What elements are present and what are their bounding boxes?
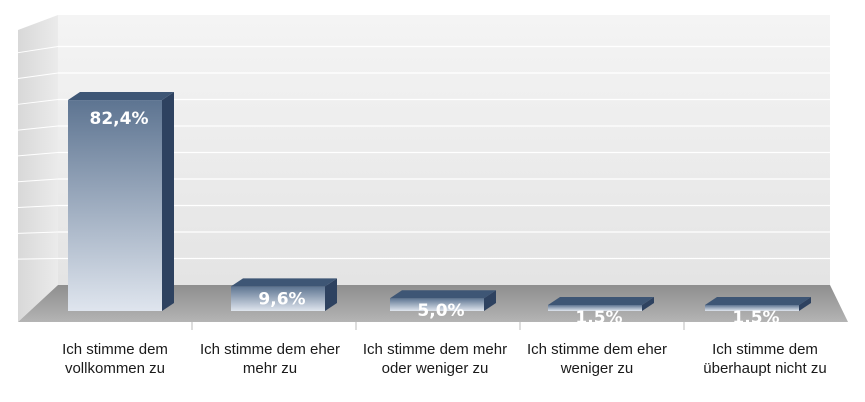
chart-side-wall	[18, 15, 58, 322]
bars	[68, 92, 811, 311]
data-label-5: 1,5%	[732, 308, 779, 328]
category-label-1: Ich stimme dem vollkommen zu	[62, 341, 168, 377]
axis-lines	[191, 322, 685, 330]
side-gridline	[17, 178, 59, 183]
category-label-2: Ich stimme dem eher mehr zu	[199, 341, 341, 377]
bar-side-2	[325, 278, 337, 311]
bar-side-5	[799, 297, 811, 311]
data-label-3: 5,0%	[417, 301, 464, 321]
bar-top-3	[390, 290, 496, 299]
category-label-5: Ich stimme dem überhaupt nicht zu	[703, 341, 827, 377]
bar-side-3	[484, 290, 496, 311]
side-gridline	[17, 125, 59, 131]
gridlines	[17, 45, 830, 260]
data-labels: 82,4% 9,6% 5,0% 1,5% 1,5%	[90, 109, 780, 328]
bar-side-4	[642, 297, 654, 311]
side-gridline	[17, 205, 59, 209]
side-gridline	[17, 72, 59, 79]
data-label-2: 9,6%	[258, 289, 305, 309]
chart-back-wall	[58, 15, 830, 285]
side-gridline	[17, 46, 59, 54]
category-label-4: Ich stimme dem eher weniger zu	[526, 341, 668, 377]
bar-front-3	[390, 298, 484, 311]
bar-top-1	[68, 92, 174, 101]
bar-front-1	[68, 100, 162, 311]
data-label-1: 82,4%	[90, 109, 149, 129]
bar-front-2	[231, 286, 325, 311]
bar-top-4	[548, 297, 654, 305]
side-gridline	[17, 231, 59, 234]
side-gridline	[17, 258, 59, 260]
side-gridline	[17, 152, 59, 157]
bar-front-5	[705, 305, 799, 311]
data-label-4: 1,5%	[575, 308, 622, 328]
bar-top-2	[231, 278, 337, 287]
category-label-3: Ich stimme dem mehr oder weniger zu	[362, 341, 508, 377]
bar-top-5	[705, 297, 811, 305]
side-gridline	[17, 99, 59, 105]
bar-side-1	[162, 92, 174, 311]
bar-front-4	[548, 305, 642, 311]
